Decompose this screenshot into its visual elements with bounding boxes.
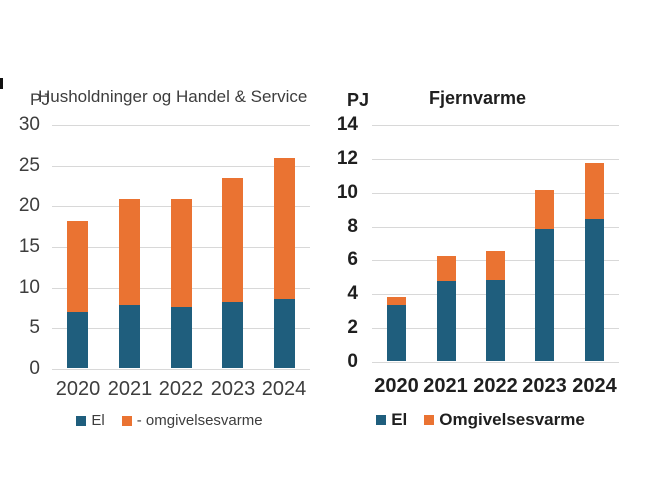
x-axis-line (372, 362, 619, 363)
legend-label: - omgivelsesvarme (136, 412, 263, 429)
legend-item-omgivelsesvarme: - omgivelsesvarme (121, 412, 263, 429)
bar-2020 (387, 297, 406, 361)
gridline (372, 193, 619, 194)
legend-color-swatch-icon (376, 415, 387, 425)
y-axis-tick-label: 5 (29, 317, 40, 338)
bar-segment-omgivelsesvarme (67, 221, 88, 312)
bar-2021 (119, 199, 140, 368)
bar-segment-omgivelsesvarme (486, 251, 505, 280)
bar-2020 (67, 221, 88, 368)
x-axis-label-2022: 2022 (473, 375, 518, 397)
y-axis-tick-label: 20 (18, 195, 40, 216)
bar-segment-el (585, 219, 604, 361)
bar-segment-omgivelsesvarme (274, 158, 295, 299)
crop-artifact-mark (0, 78, 3, 89)
bar-segment-el (274, 299, 295, 368)
gridline (52, 125, 310, 126)
y-axis-tick-label: 10 (18, 277, 40, 298)
y-axis-tick-label: 4 (347, 283, 358, 304)
bar-segment-omgivelsesvarme (535, 190, 554, 229)
legend-color-swatch-icon (121, 415, 132, 426)
chart-title: Fjernvarme (428, 88, 527, 108)
y-axis-tick-label: 10 (336, 182, 358, 203)
legend-label: El (391, 410, 408, 429)
y-axis-tick-label: 14 (336, 114, 358, 135)
gridline (372, 227, 619, 228)
bar-2022 (171, 199, 192, 368)
x-axis-label-2023: 2023 (210, 378, 256, 400)
bar-2023 (222, 178, 243, 368)
bar-segment-omgivelsesvarme (437, 256, 456, 281)
chart-fjernvarme: PJ Fjernvarme El Omgivelsesvarme 0 2 4 6 8 10 1… (325, 85, 650, 460)
x-axis-label-2020: 2020 (374, 375, 419, 397)
x-axis-label-2024: 2024 (572, 375, 617, 397)
bar-segment-el (171, 307, 192, 368)
gridline (52, 166, 310, 167)
bar-segment-omgivelsesvarme (119, 199, 140, 305)
bar-segment-el (119, 305, 140, 368)
bar-2022 (486, 251, 505, 361)
legend-label: Omgivelsesvarme (439, 410, 585, 429)
y-axis-unit-label: PJ (347, 90, 370, 110)
bar-segment-el (222, 302, 243, 368)
bar-segment-omgivelsesvarme (387, 297, 406, 305)
bar-2024 (585, 163, 604, 361)
y-axis-tick-label: 0 (347, 351, 358, 372)
x-axis-label-2023: 2023 (522, 375, 567, 397)
bar-segment-el (387, 305, 406, 361)
legend-item-omgivelsesvarme: Omgivelsesvarme (424, 410, 585, 430)
x-axis-label-2020: 2020 (55, 378, 101, 400)
legend-item-el: El (76, 412, 105, 429)
bar-2021 (437, 256, 456, 361)
bar-segment-el (67, 312, 88, 368)
gridline (372, 159, 619, 160)
legend-color-swatch-icon (424, 415, 435, 425)
bar-segment-el (437, 281, 456, 361)
legend-color-swatch-icon (76, 415, 87, 426)
x-axis-label-2021: 2021 (423, 375, 468, 397)
chart-legend: El Omgivelsesvarme (358, 410, 603, 430)
chart-husholdninger-handel-service: PJ Husholdninger og Handel & Service El -… (0, 85, 325, 460)
y-axis-tick-label: 6 (347, 249, 358, 270)
y-axis-tick-label: 2 (347, 317, 358, 338)
y-axis-tick-label: 30 (18, 114, 40, 135)
bar-segment-el (486, 280, 505, 361)
y-axis-tick-label: 15 (18, 236, 40, 257)
plot-area (372, 125, 619, 363)
chart-legend: El - omgivelsesvarme (28, 412, 311, 429)
bar-segment-omgivelsesvarme (222, 178, 243, 302)
y-axis-tick-label: 25 (18, 155, 40, 176)
x-axis-label-2021: 2021 (107, 378, 153, 400)
legend-item-el: El (376, 410, 407, 430)
y-axis-unit-label: PJ (30, 90, 50, 109)
gridline (372, 125, 619, 126)
bar-2023 (535, 190, 554, 361)
y-axis-tick-label: 0 (29, 358, 40, 379)
bar-segment-omgivelsesvarme (585, 163, 604, 219)
legend-label: El (91, 412, 105, 429)
plot-area (52, 125, 310, 370)
x-axis-label-2022: 2022 (158, 378, 204, 400)
y-axis-tick-label: 12 (336, 148, 358, 169)
x-axis-label-2024: 2024 (261, 378, 307, 400)
bar-2024 (274, 158, 295, 368)
y-axis-tick-label: 8 (347, 216, 358, 237)
x-axis-line (52, 369, 310, 370)
bar-segment-el (535, 229, 554, 361)
bar-segment-omgivelsesvarme (171, 199, 192, 307)
chart-title: Husholdninger og Handel & Service (38, 87, 308, 106)
